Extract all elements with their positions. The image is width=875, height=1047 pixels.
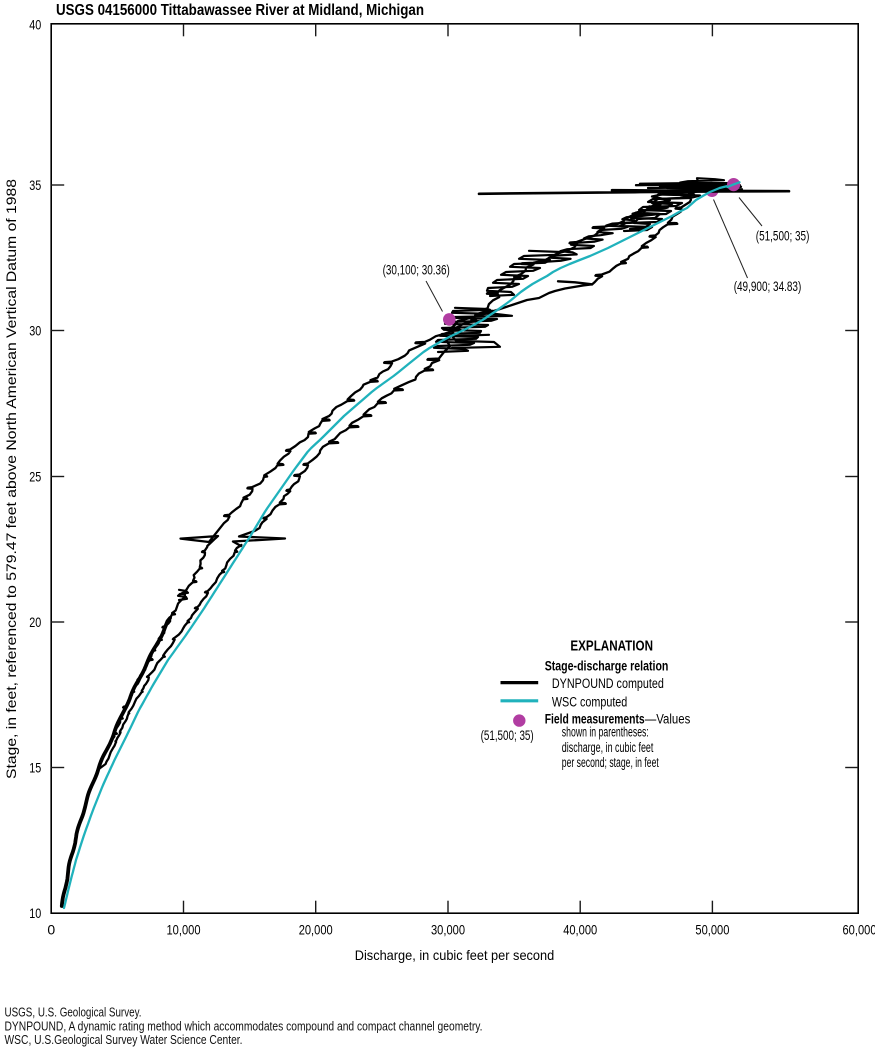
- svg-text:WSC, U.S.Geological Survey Wat: WSC, U.S.Geological Survey Water Science…: [5, 1033, 243, 1047]
- svg-text:10: 10: [29, 905, 41, 921]
- svg-text:Stage, in feet, referenced to: Stage, in feet, referenced to 579.47 fee…: [3, 179, 19, 779]
- svg-text:40: 40: [29, 16, 41, 32]
- svg-text:30,000: 30,000: [431, 921, 465, 937]
- svg-text:15: 15: [29, 759, 41, 775]
- svg-text:DYNPOUND computed: DYNPOUND computed: [552, 676, 664, 691]
- svg-text:(30,100; 30.36): (30,100; 30.36): [383, 262, 450, 277]
- svg-text:0: 0: [47, 921, 55, 937]
- svg-text:per second; stage, in feet: per second; stage, in feet: [562, 755, 659, 770]
- svg-text:—Values: —Values: [645, 711, 691, 726]
- svg-text:25: 25: [29, 468, 41, 484]
- svg-text:20,000: 20,000: [299, 921, 333, 937]
- svg-text:shown in parentheses:: shown in parentheses:: [562, 725, 649, 740]
- svg-text:USGS 04156000 Tittabawassee Ri: USGS 04156000 Tittabawassee River at Mid…: [56, 2, 424, 19]
- svg-text:(49,900; 34.83): (49,900; 34.83): [734, 279, 802, 294]
- svg-text:DYNPOUND, A dynamic rating met: DYNPOUND, A dynamic rating method which …: [5, 1020, 483, 1034]
- svg-text:(51,500; 35): (51,500; 35): [756, 228, 810, 243]
- svg-text:35: 35: [29, 177, 41, 193]
- svg-text:Stage-discharge relation: Stage-discharge relation: [545, 658, 669, 673]
- svg-text:(51,500; 35): (51,500; 35): [481, 728, 534, 743]
- svg-text:Field measurements: Field measurements: [545, 711, 645, 726]
- svg-text:USGS, U.S. Geological Survey.: USGS, U.S. Geological Survey.: [5, 1006, 142, 1020]
- svg-text:WSC computed: WSC computed: [552, 694, 627, 709]
- svg-text:50,000: 50,000: [695, 921, 729, 937]
- svg-text:40,000: 40,000: [563, 921, 597, 937]
- svg-text:20: 20: [29, 614, 41, 630]
- svg-text:10,000: 10,000: [167, 921, 201, 937]
- svg-text:30: 30: [29, 322, 41, 338]
- svg-text:Discharge, in cubic feet per s: Discharge, in cubic feet per second: [355, 947, 555, 963]
- svg-text:discharge, in cubic feet: discharge, in cubic feet: [562, 740, 654, 755]
- svg-text:60,000: 60,000: [843, 921, 875, 937]
- svg-text:EXPLANATION: EXPLANATION: [570, 638, 653, 654]
